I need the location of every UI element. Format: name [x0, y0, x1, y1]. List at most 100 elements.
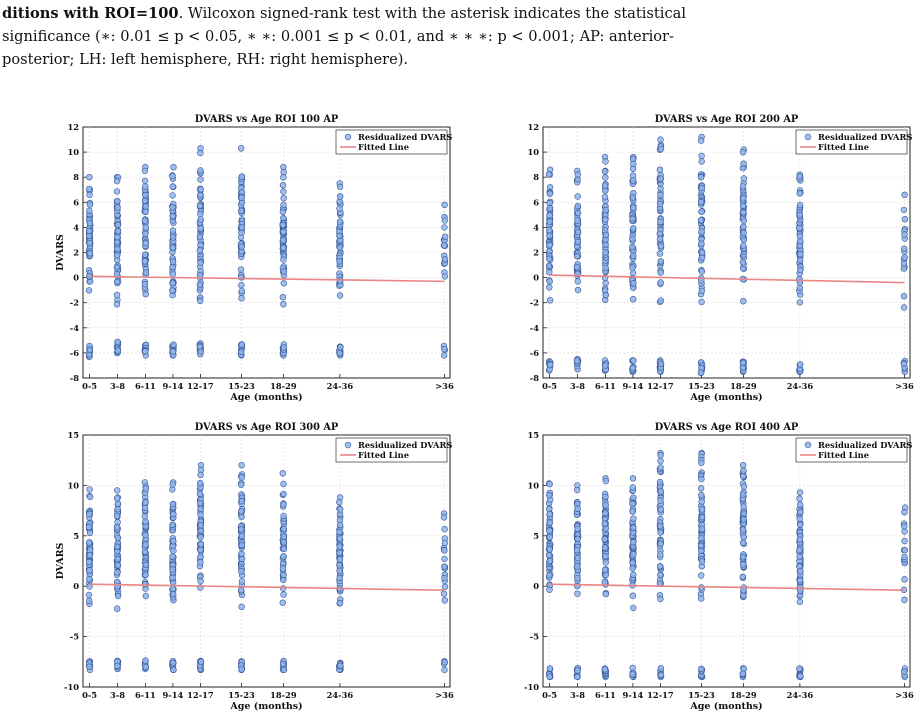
data-point	[739, 491, 747, 498]
caption-line-2: significance (∗: 0.01 ≤ p < 0.05, ∗ ∗: 0…	[2, 28, 674, 45]
data-point	[697, 198, 705, 206]
data-point	[629, 559, 636, 566]
data-point	[280, 591, 287, 598]
data-point	[630, 604, 637, 612]
y-tick-label: -10	[524, 682, 539, 692]
data-point	[697, 137, 705, 144]
x-axis-label: Age (months)	[689, 701, 762, 712]
x-tick-label: 9-14	[623, 381, 644, 391]
data-point	[238, 281, 245, 289]
x-tick-label: 24-36	[787, 690, 814, 700]
data-point	[238, 481, 245, 488]
data-point	[142, 230, 149, 238]
data-point	[169, 271, 177, 278]
legend-marker-points	[344, 133, 352, 141]
data-point	[574, 209, 582, 217]
data-point	[656, 166, 664, 173]
data-point	[336, 556, 344, 563]
data-point	[86, 346, 94, 354]
chart-roi-200: -8 -6 -4 -2 0 2 4 6 8 10 12 0-5 3-8 6-11 9-14 12-17 15-2…	[527, 114, 914, 403]
x-tick-label: 12-17	[647, 381, 674, 391]
data-point	[698, 228, 705, 235]
y-tick-label: 5	[533, 531, 539, 541]
data-point	[237, 266, 245, 273]
data-point	[900, 260, 908, 267]
data-point	[629, 235, 636, 242]
data-point	[280, 545, 288, 553]
data-point	[280, 228, 287, 236]
y-tick-label: 4	[73, 222, 79, 232]
legend-marker-points	[804, 441, 812, 449]
data-point	[901, 576, 908, 583]
data-point	[169, 183, 177, 190]
data-point	[279, 565, 287, 572]
data-point	[280, 301, 287, 308]
data-point	[141, 513, 149, 520]
x-tick-label: 15-23	[228, 690, 255, 700]
data-point	[574, 228, 582, 236]
data-point	[698, 158, 705, 165]
plot-area	[542, 434, 911, 688]
data-point	[573, 546, 581, 554]
x-tick-label: 6-11	[135, 690, 156, 700]
data-point	[739, 359, 747, 367]
x-tick-label: 0-5	[82, 381, 97, 391]
y-tick-label: -5	[530, 632, 539, 642]
legend-label-fit: Fitted Line	[358, 142, 409, 152]
data-point	[113, 188, 121, 195]
data-point	[142, 592, 150, 600]
data-point	[657, 595, 664, 603]
data-point	[698, 208, 705, 215]
data-point	[545, 255, 553, 262]
data-point	[280, 188, 287, 195]
data-point	[657, 464, 664, 471]
data-point	[697, 216, 705, 224]
data-point	[441, 217, 448, 224]
x-tick-label: 6-11	[135, 381, 156, 391]
data-point	[546, 586, 553, 593]
data-point	[197, 577, 204, 585]
data-point	[197, 553, 204, 561]
x-tick-label: 6-11	[595, 690, 616, 700]
data-point	[546, 361, 554, 369]
data-point	[113, 543, 121, 551]
data-point	[546, 212, 553, 219]
data-point	[656, 250, 664, 257]
x-tick-label: 15-23	[228, 381, 255, 391]
x-tick-label: 12-17	[187, 690, 214, 700]
data-point	[114, 347, 122, 354]
data-point	[197, 297, 204, 305]
data-point	[740, 516, 747, 523]
data-point	[901, 508, 908, 516]
data-point	[169, 574, 176, 581]
data-point	[238, 229, 245, 236]
data-point	[657, 457, 664, 465]
data-point	[113, 512, 121, 520]
data-point	[113, 301, 121, 308]
data-point	[441, 224, 448, 231]
data-point	[657, 145, 665, 153]
fitted-line	[89, 583, 445, 592]
data-point	[238, 348, 245, 356]
data-point	[85, 287, 93, 294]
data-point	[113, 177, 121, 185]
data-point	[545, 505, 553, 513]
data-point	[740, 533, 747, 541]
data-point	[630, 550, 637, 558]
data-point	[796, 553, 803, 560]
data-point	[237, 274, 245, 281]
data-point	[336, 521, 344, 529]
x-tick-label: 3-8	[110, 381, 125, 391]
data-point	[114, 500, 122, 507]
x-tick-label: 3-8	[570, 690, 585, 700]
caption-line-3: posterior; LH: left hemisphere, RH: righ…	[2, 51, 409, 68]
data-point	[698, 558, 706, 565]
y-tick-label: 8	[533, 172, 539, 182]
data-point	[573, 253, 581, 260]
data-point	[141, 197, 149, 204]
data-point	[238, 207, 245, 215]
data-point	[142, 657, 149, 664]
y-tick-label: 2	[73, 248, 79, 258]
data-point	[441, 539, 449, 547]
data-point	[796, 515, 803, 523]
